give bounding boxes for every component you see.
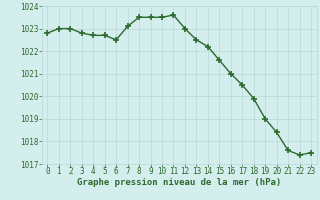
X-axis label: Graphe pression niveau de la mer (hPa): Graphe pression niveau de la mer (hPa) (77, 178, 281, 187)
